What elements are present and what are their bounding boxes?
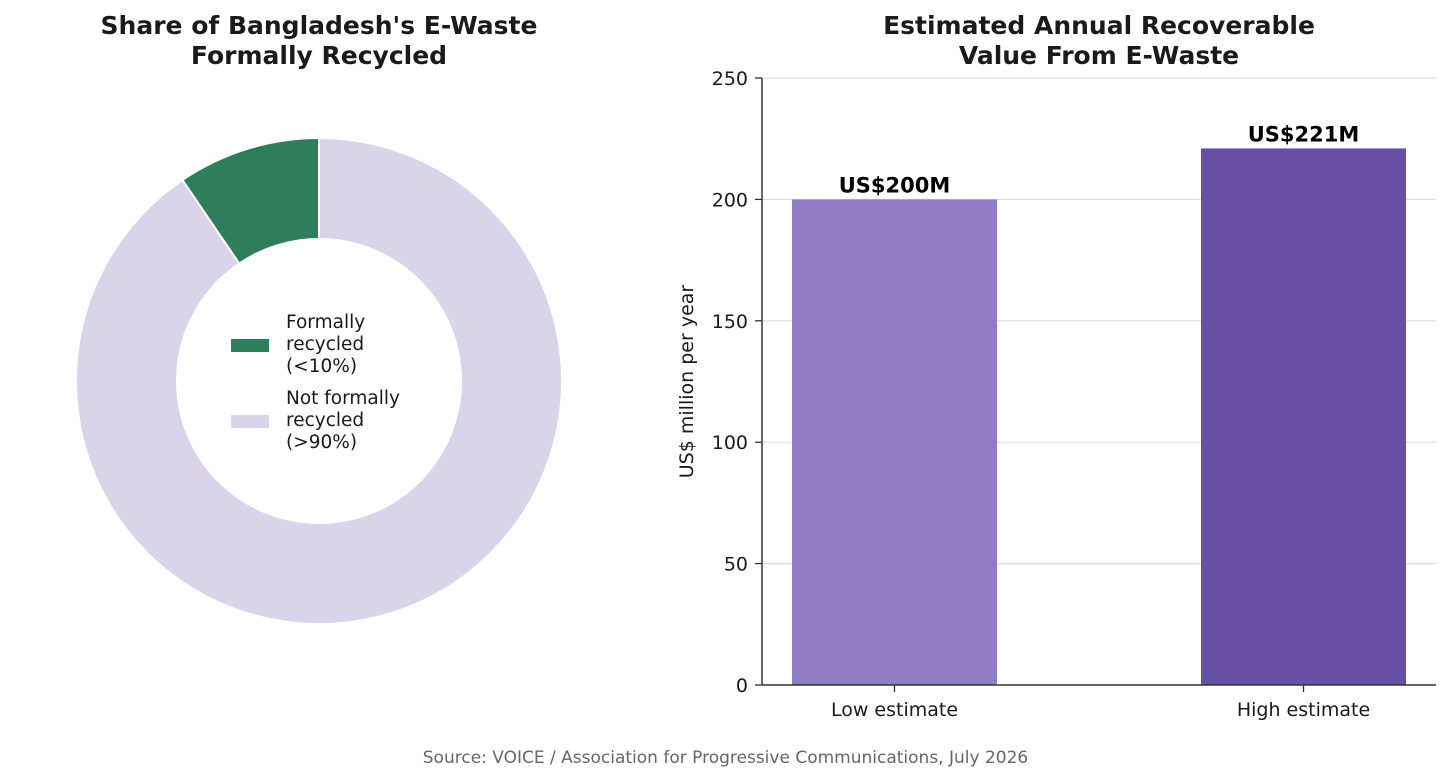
source-note: Source: VOICE / Association for Progress… [422, 748, 1029, 768]
y-tick-label: 0 [736, 675, 748, 697]
y-tick-label: 150 [712, 311, 748, 333]
pie-chart-title: Share of Bangladesh's E-Waste Formally Re… [100, 11, 538, 70]
bar [1201, 148, 1406, 686]
y-tick-label: 250 [712, 68, 748, 90]
legend-swatch [231, 414, 269, 428]
y-tick-label: 50 [724, 554, 748, 576]
donut-slice [75, 136, 563, 625]
legend-item-not-formally-recycled: Not formally recycled (>90%) [231, 388, 421, 454]
legend-label: Not formally recycled (>90%) [286, 388, 400, 453]
x-tick-label: Low estimate [831, 699, 958, 721]
bar-chart: 0 50 100 150 200 250 US$ million per year US$20… [676, 68, 1436, 721]
bar-chart-title: Estimated Annual Recoverable Value From E… [883, 11, 1315, 70]
y-tick-label: 100 [712, 432, 748, 454]
bar-data-label: US$200M [839, 173, 951, 197]
legend-item-formally-recycled: Formally recycled (<10%) [231, 312, 421, 378]
legend-swatch [231, 338, 269, 352]
y-axis-label: US$ million per year [676, 285, 698, 479]
bar [792, 199, 997, 685]
legend-label: Formally recycled (<10%) [286, 312, 366, 377]
x-tick-label: High estimate [1237, 699, 1370, 721]
donut-chart [75, 136, 563, 625]
pie-legend: Formally recycled (<10%) Not formally recyc… [231, 312, 421, 464]
bar-data-label: US$221M [1248, 122, 1360, 146]
y-tick-label: 200 [712, 189, 748, 211]
